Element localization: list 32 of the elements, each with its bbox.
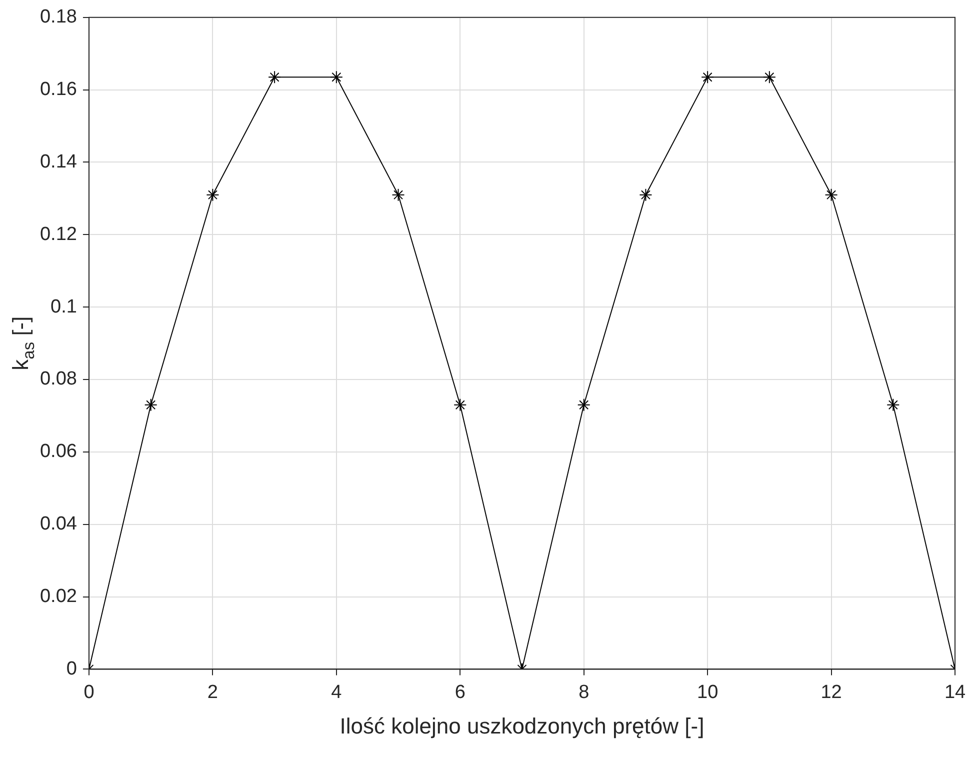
point <box>330 70 343 84</box>
y-tick-label: 0.02 <box>40 586 77 608</box>
x-tick-label: 12 <box>820 682 842 703</box>
point <box>454 398 467 412</box>
y-tick-label: 0.12 <box>40 224 77 245</box>
x-tick-label: 6 <box>454 682 466 703</box>
point <box>762 70 776 84</box>
point <box>206 188 220 202</box>
y-tick-label: 0.18 <box>40 6 77 28</box>
y-axis-title: kas [-] <box>8 316 38 370</box>
point <box>886 398 900 412</box>
y-tick-label: 0.16 <box>40 79 77 100</box>
y-tick-label: 0.1 <box>50 296 77 318</box>
point <box>701 70 714 84</box>
point <box>577 398 590 412</box>
y-tick-label: 0.08 <box>40 368 77 390</box>
x-tick-label: 10 <box>696 682 718 703</box>
point <box>639 188 652 202</box>
y-tick-label: 0 <box>66 658 77 680</box>
y-tick-label: 0.04 <box>40 514 78 535</box>
point <box>268 70 282 84</box>
y-tick-label: 0.06 <box>40 441 77 462</box>
x-tick-label: 2 <box>207 682 218 703</box>
point <box>144 398 158 412</box>
x-tick-label: 0 <box>84 682 94 703</box>
y-tick-label: 0.14 <box>40 151 78 172</box>
point <box>824 188 838 202</box>
point <box>392 188 405 202</box>
x-axis-title: Ilość kolejno uszkodzonych prętów [-] <box>340 713 704 738</box>
x-tick-label: 4 <box>331 682 342 703</box>
x-tick-label: 8 <box>578 682 590 703</box>
x-tick-label: 14 <box>944 682 966 703</box>
